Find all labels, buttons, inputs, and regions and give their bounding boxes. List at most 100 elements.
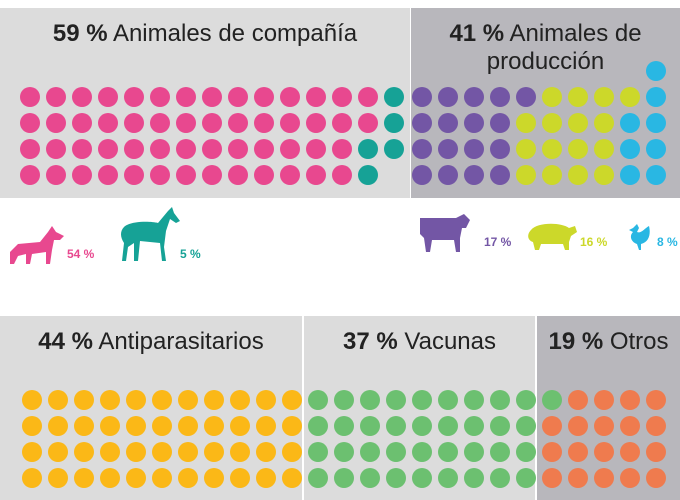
dot [124, 165, 144, 185]
dot [256, 442, 276, 462]
dot [646, 113, 666, 133]
dot [124, 113, 144, 133]
dot [256, 468, 276, 488]
dot [98, 139, 118, 159]
dot [516, 468, 536, 488]
dot [204, 468, 224, 488]
dot [228, 139, 248, 159]
value-label: 54 % [67, 247, 95, 261]
dot [412, 165, 432, 185]
dot [282, 442, 302, 462]
dot [516, 390, 536, 410]
dot [412, 139, 432, 159]
value-label: 16 % [580, 235, 608, 249]
dot [20, 139, 40, 159]
dot [280, 87, 300, 107]
dot [176, 165, 196, 185]
dot [178, 390, 198, 410]
dot [254, 87, 274, 107]
dot [46, 139, 66, 159]
dot [464, 165, 484, 185]
dot [384, 87, 404, 107]
dot [646, 87, 666, 107]
dot [360, 468, 380, 488]
dot [568, 113, 588, 133]
dot [202, 113, 222, 133]
dot [568, 165, 588, 185]
dot [204, 390, 224, 410]
dot [542, 87, 562, 107]
dot [384, 139, 404, 159]
dot [412, 416, 432, 436]
dot [568, 87, 588, 107]
dot [594, 442, 614, 462]
dot [204, 442, 224, 462]
dot [306, 113, 326, 133]
dot [542, 442, 562, 462]
dot [358, 87, 378, 107]
dot [438, 416, 458, 436]
dot [516, 139, 536, 159]
dot [150, 165, 170, 185]
dot [176, 87, 196, 107]
dot [516, 165, 536, 185]
dot [620, 165, 640, 185]
dot [542, 416, 562, 436]
dot [490, 416, 510, 436]
dot [74, 390, 94, 410]
dot [620, 468, 640, 488]
dot [98, 113, 118, 133]
dot [438, 113, 458, 133]
dot [438, 442, 458, 462]
dot [412, 87, 432, 107]
dot [334, 468, 354, 488]
dot [176, 139, 196, 159]
dot [542, 165, 562, 185]
animal-icon [10, 226, 64, 264]
dot [412, 390, 432, 410]
dot [124, 87, 144, 107]
dot [22, 468, 42, 488]
dot [150, 139, 170, 159]
dot [98, 87, 118, 107]
dot [412, 113, 432, 133]
dot [386, 416, 406, 436]
dot [516, 442, 536, 462]
dot [542, 390, 562, 410]
dot [360, 442, 380, 462]
group-name: Animales de compañía [112, 20, 358, 47]
dot [620, 139, 640, 159]
dot [332, 165, 352, 185]
dot [620, 416, 640, 436]
group-name: Vacunas [404, 328, 496, 355]
dot [358, 113, 378, 133]
dot [386, 442, 406, 462]
dot [646, 416, 666, 436]
dot [152, 442, 172, 462]
animal-icon [420, 214, 470, 252]
dot [282, 390, 302, 410]
dot [594, 113, 614, 133]
dot [100, 416, 120, 436]
dot [306, 87, 326, 107]
dot [568, 468, 588, 488]
dot [438, 139, 458, 159]
dot [74, 442, 94, 462]
dot [256, 390, 276, 410]
dot [360, 390, 380, 410]
dot [46, 165, 66, 185]
dot [254, 139, 274, 159]
dot [228, 113, 248, 133]
dot [646, 139, 666, 159]
dot [516, 113, 536, 133]
dot [568, 390, 588, 410]
dot [620, 87, 640, 107]
dot [358, 165, 378, 185]
dot [464, 139, 484, 159]
dot [308, 442, 328, 462]
dot [126, 416, 146, 436]
value-label: 5 % [180, 247, 201, 261]
dot [72, 87, 92, 107]
